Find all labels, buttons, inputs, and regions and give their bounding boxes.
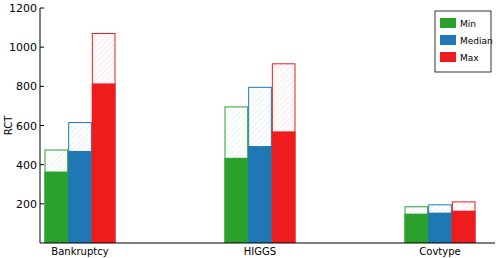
y-tick	[40, 164, 44, 165]
outline-bar	[429, 205, 452, 243]
bar	[45, 172, 69, 243]
bar	[225, 158, 249, 243]
y-tick	[40, 203, 44, 204]
y-tick-label: 800	[16, 80, 37, 93]
outline-bar	[225, 107, 248, 243]
x-tick-label: Covtype	[419, 246, 460, 257]
bar	[248, 146, 272, 243]
y-tick	[40, 86, 44, 87]
chart-svg: 200 400 600 800 1000 1200 Bankruptcy HIGGS Covty…	[0, 0, 500, 258]
legend-label: Median	[460, 36, 493, 46]
outline-bar	[249, 87, 272, 243]
y-tick	[40, 8, 44, 9]
legend: Min Median Max	[435, 11, 493, 72]
legend-swatch	[440, 18, 456, 28]
y-tick	[40, 47, 44, 48]
y-tick-label: 200	[16, 198, 37, 211]
x-axis	[40, 243, 495, 244]
legend-label: Max	[460, 53, 479, 63]
chart-root: 200 400 600 800 1000 1200 Bankruptcy HIGGS Covty…	[0, 0, 500, 258]
y-tick-label: 400	[16, 159, 37, 172]
y-tick-label: 1200	[9, 2, 37, 15]
bar	[428, 213, 452, 243]
outline-bar	[405, 207, 428, 243]
outline-bar	[69, 123, 92, 243]
outline-bar	[272, 64, 295, 243]
bar	[272, 131, 296, 243]
bar	[92, 83, 116, 243]
bar	[405, 214, 429, 243]
y-tick-label: 1000	[9, 41, 37, 54]
outline-bar	[92, 33, 115, 243]
x-tick-label: HIGGS	[244, 246, 276, 257]
y-tick	[40, 125, 44, 126]
legend-label: Min	[460, 19, 476, 29]
bar	[68, 151, 92, 243]
outline-bar	[452, 202, 475, 243]
y-tick-label: 600	[16, 120, 37, 133]
outline-bar	[45, 150, 68, 243]
bar	[452, 211, 476, 243]
bars	[45, 33, 476, 243]
x-tick-label: Bankruptcy	[51, 246, 108, 257]
legend-swatch	[440, 35, 456, 45]
y-axis-label: RCT	[3, 115, 14, 135]
legend-swatch	[440, 52, 456, 62]
